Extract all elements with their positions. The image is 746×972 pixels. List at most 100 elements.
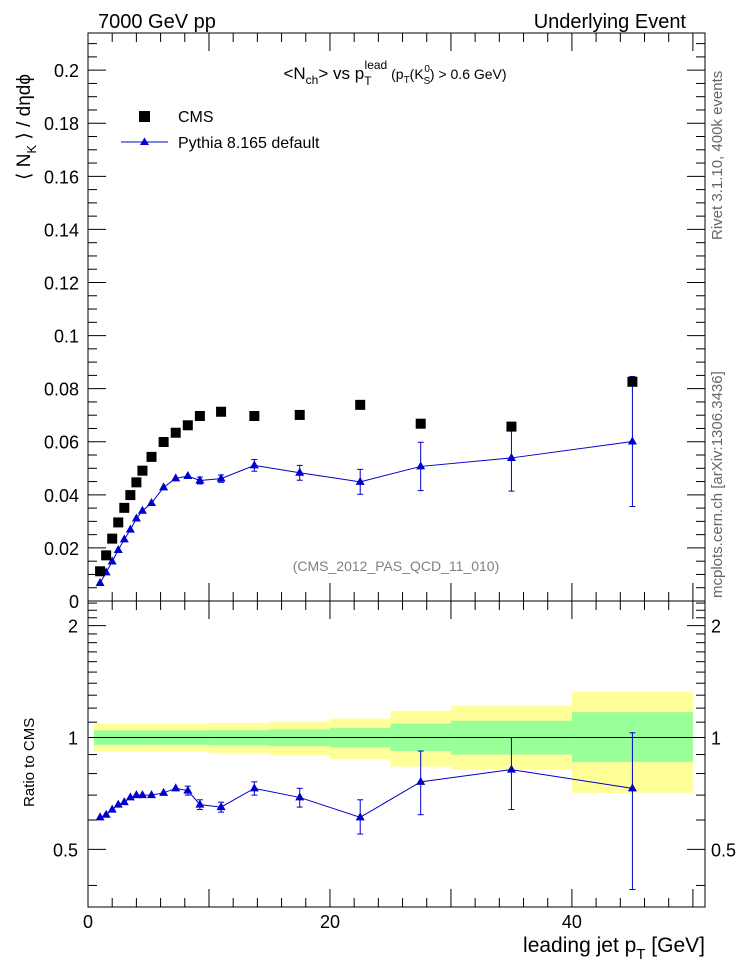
ratio-point: [183, 785, 193, 794]
ratio-bands: [94, 691, 693, 793]
pythia-point: [355, 476, 365, 485]
ratio-line: [99, 769, 633, 818]
ratio-frame: [87, 600, 706, 908]
main-ytick-label: 0: [69, 592, 79, 612]
pythia-point: [627, 436, 637, 445]
ratio-point: [416, 776, 426, 785]
cms-point: [249, 411, 260, 422]
x-tick-label: 20: [320, 912, 340, 932]
main-ytick-label: 0.04: [44, 486, 79, 506]
ratio-ytick-labels: 0.5 0.5 1 1 2 2: [53, 617, 736, 861]
cms-point: [194, 411, 205, 422]
cms-point: [170, 427, 181, 438]
pythia-point: [147, 498, 157, 507]
ratio-ytick-label: 0.5: [53, 840, 78, 860]
ratio-point: [137, 790, 147, 799]
cms-point: [415, 418, 426, 429]
header-right: Underlying Event: [534, 11, 687, 33]
main-ytick-label: 0.18: [44, 114, 79, 134]
pythia-point: [295, 467, 305, 476]
ratio-point: [159, 787, 169, 796]
pythia-point: [506, 452, 516, 461]
main-title: <Nch> vs pTlead (pT(KS0) > 0.6 GeV): [283, 58, 506, 88]
pythia-point: [137, 505, 147, 514]
cms-point: [294, 409, 305, 420]
main-series-layer: [95, 375, 638, 586]
cms-point: [131, 477, 142, 488]
pythia-point: [216, 473, 226, 482]
ratio-point: [506, 764, 516, 773]
cms-point: [216, 406, 227, 417]
main-ytick-label: 0.1: [54, 327, 79, 347]
pythia-point: [131, 513, 141, 522]
main-ytick-label: 0.08: [44, 380, 79, 400]
ratio-point: [113, 799, 123, 808]
ratio-ytick-label-right: 0.5: [711, 840, 736, 860]
cms-point: [146, 451, 157, 462]
mcplots-label: mcplots.cern.ch [arXiv:1306.3436]: [709, 371, 726, 598]
x-axis-label: leading jet pT [GeV]: [523, 934, 705, 963]
ratio-point: [119, 797, 129, 806]
ratio-point: [295, 792, 305, 801]
ratio-ytick-label-right: 1: [711, 729, 721, 749]
pythia-point: [125, 524, 135, 533]
pythia-point: [249, 460, 259, 469]
ratio-panel: 0.5 0.5 1 1 2 2 0 20 40 Ratio to CMS leading je…: [21, 600, 736, 963]
ratio-point: [355, 812, 365, 821]
main-ytick-label: 0.14: [44, 220, 79, 240]
analysis-watermark: (CMS_2012_PAS_QCD_11_010): [293, 558, 500, 574]
main-ytick-label: 0.16: [44, 167, 79, 187]
main-ylabel: ⟨ NK ⟩ / dηdϕ: [14, 74, 39, 180]
pythia-point: [119, 534, 129, 543]
legend-pythia-marker: [140, 137, 149, 145]
cms-point: [137, 465, 148, 476]
main-ytick-label: 0.12: [44, 273, 79, 293]
pythia-point: [183, 470, 193, 479]
cms-point: [355, 399, 366, 410]
ratio-point: [216, 802, 226, 811]
ratio-point: [101, 809, 111, 818]
pythia-point: [95, 577, 105, 586]
pythia-point: [113, 545, 123, 554]
ratio-point: [195, 799, 205, 808]
main-ytick-label: 0.06: [44, 433, 79, 453]
x-tick-label: 40: [562, 912, 582, 932]
ratio-point: [95, 812, 105, 821]
ratio-series-layer: [95, 732, 637, 891]
cms-point: [627, 376, 638, 387]
cms-point: [182, 420, 193, 431]
rivet-label: Rivet 3.1.10, 400k events: [709, 71, 726, 240]
ratio-ticks: [87, 601, 705, 907]
pythia-point: [416, 461, 426, 470]
ratio-ylabel: Ratio to CMS: [21, 718, 38, 807]
cms-point: [125, 490, 136, 501]
pythia-point: [195, 475, 205, 484]
main-ticks: [87, 33, 705, 602]
ratio-ytick-label-right: 2: [711, 617, 721, 637]
x-tick-label: 0: [83, 912, 93, 932]
ratio-point: [147, 790, 157, 799]
legend: CMS Pythia 8.165 default: [121, 109, 320, 152]
pythia-point: [107, 556, 117, 565]
main-panel: 00.020.040.060.080.10.120.140.160.180.2 …: [14, 32, 706, 612]
cms-point: [506, 421, 517, 432]
main-ytick-label: 0.02: [44, 539, 79, 559]
ratio-point: [107, 804, 117, 813]
cms-point: [95, 566, 106, 577]
main-ytick-label: 0.2: [54, 61, 79, 81]
ratio-point: [627, 783, 637, 792]
legend-cms-marker: [139, 111, 150, 122]
ratio-point: [171, 783, 181, 792]
main-ytick-labels: 0 0.02 0.04 0.06 0.08 0.1 0.12 0.14 0.16 0.18 0.2: [44, 61, 79, 612]
ratio-ytick-label: 2: [68, 617, 78, 637]
legend-cms-label: CMS: [178, 109, 214, 126]
ratio-point: [125, 792, 135, 801]
pythia-point: [159, 482, 169, 491]
legend-pythia-label: Pythia 8.165 default: [178, 135, 320, 152]
cms-point: [119, 502, 130, 513]
pythia-point: [171, 473, 181, 482]
ratio-point: [131, 790, 141, 799]
cms-point: [113, 517, 124, 528]
ratio-point: [249, 783, 259, 792]
